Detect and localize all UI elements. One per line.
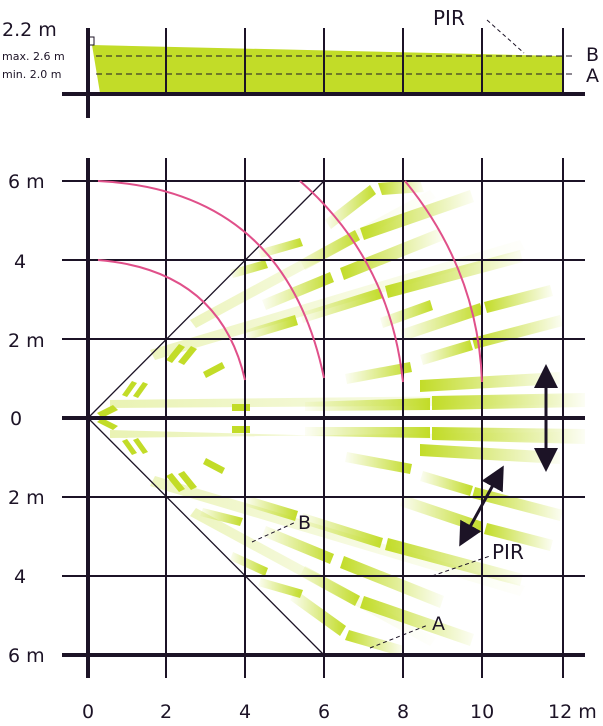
arc-4m [97, 259, 246, 381]
y-label-6m-top: 6 m [8, 171, 45, 193]
side-grid [62, 28, 585, 118]
diagonal-double-arrow-icon [459, 465, 504, 547]
side-pir-label: PIR [433, 6, 465, 30]
x-label-0: 0 [82, 701, 94, 723]
y-label-0: 0 [10, 408, 22, 430]
y-label-4-top: 4 [14, 251, 26, 273]
arc-10m [404, 180, 483, 383]
coverage-cone [87, 180, 325, 656]
x-label-6: 6 [318, 701, 330, 723]
b-label: B [298, 512, 311, 534]
pir-leader-line [486, 19, 525, 54]
range-arcs [97, 180, 483, 383]
side-line-a-label: A [586, 65, 599, 87]
max-height-label: max. 2.6 m [2, 50, 65, 63]
x-label-12m: 12 m [548, 701, 597, 723]
x-axis-labels: 0 2 4 6 8 10 12 m [82, 701, 597, 723]
top-grid [62, 158, 585, 678]
side-view: 2.2 m max. 2.6 m min. 2.0 m PIR B A [2, 6, 599, 118]
y-label-6m-bottom: 6 m [8, 645, 45, 667]
side-coverage-area [92, 45, 562, 93]
x-label-2: 2 [160, 701, 172, 723]
y-axis-labels: 6 m 4 2 m 0 2 m 4 6 m [8, 171, 45, 667]
leader-lines [251, 521, 491, 649]
x-label-8: 8 [397, 701, 409, 723]
y-label-2m-top: 2 m [8, 330, 45, 352]
arc-6m [97, 180, 325, 379]
min-height-label: min. 2.0 m [2, 68, 61, 81]
a-label: A [432, 613, 445, 635]
x-label-10: 10 [470, 701, 494, 723]
height-label: 2.2 m [2, 19, 57, 41]
top-view: 6 m 4 2 m 0 2 m 4 6 m 0 2 4 6 8 10 12 m … [8, 158, 597, 723]
side-line-b-label: B [586, 44, 599, 66]
y-label-4-bottom: 4 [14, 566, 26, 588]
pir-label: PIR [492, 540, 524, 564]
y-label-2m-bottom: 2 m [8, 487, 45, 509]
arc-8m [299, 180, 404, 383]
x-label-4: 4 [239, 701, 251, 723]
